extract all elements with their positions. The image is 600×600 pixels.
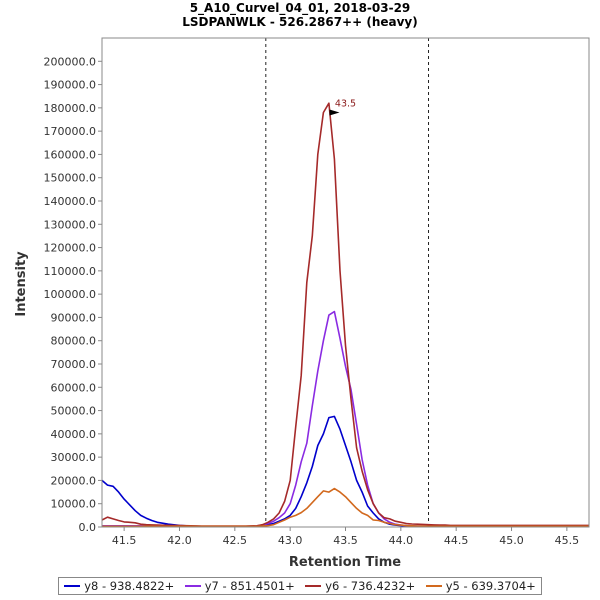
y-tick-label: 180000.0: [44, 102, 97, 115]
x-tick-label: 45.0: [499, 534, 524, 547]
chart-title-line2: LSDPANWLK - 526.2867++ (heavy): [182, 15, 417, 29]
y-tick-label: 150000.0: [44, 172, 97, 185]
y-tick-label: 70000.0: [51, 358, 97, 371]
legend-label: y7 - 851.4501+: [204, 579, 295, 593]
x-tick-label: 45.5: [555, 534, 580, 547]
y-tick-label: 40000.0: [51, 428, 97, 441]
series-line-3: [101, 102, 589, 527]
peak-label: 43.5: [335, 99, 356, 110]
legend-swatch: [64, 585, 81, 587]
y-tick-label: 120000.0: [44, 242, 97, 255]
y-tick-label: 110000.0: [44, 265, 97, 278]
x-tick-label: 43.0: [278, 534, 303, 547]
legend-item-2: y7 - 851.4501+: [184, 579, 295, 593]
peak-marker-icon: [329, 109, 340, 116]
legend-item-4: y5 - 639.3704+: [425, 579, 536, 593]
y-tick-label: 30000.0: [51, 451, 97, 464]
y-tick-label: 160000.0: [44, 148, 97, 161]
chart-title-line1: 5_A10_Curvel_04_01, 2018-03-29: [190, 1, 411, 16]
legend-swatch: [425, 585, 442, 587]
y-tick-label: 50000.0: [51, 405, 97, 418]
series-line-1: [101, 415, 589, 528]
y-tick-label: 0.0: [79, 521, 97, 534]
x-tick-label: 44.0: [389, 534, 414, 547]
y-tick-label: 20000.0: [51, 474, 97, 487]
x-axis-label: Retention Time: [289, 555, 401, 570]
x-tick-label: 44.5: [444, 534, 469, 547]
plot-area: [101, 37, 590, 528]
y-tick-label: 10000.0: [51, 498, 97, 511]
legend-item-3: y6 - 736.4232+: [305, 579, 415, 593]
legend-swatch: [184, 585, 201, 587]
y-tick-label: 90000.0: [51, 311, 97, 324]
x-tick-label: 42.0: [167, 534, 192, 547]
y-tick-label: 100000.0: [44, 288, 97, 301]
y-tick-label: 60000.0: [51, 381, 97, 394]
y-tick-label: 200000.0: [44, 55, 97, 68]
legend-item-1: y8 - 938.4822+: [64, 579, 174, 593]
x-tick-label: 41.5: [112, 534, 137, 547]
x-tick-label: 43.5: [333, 534, 358, 547]
y-axis-label: Intensity: [14, 251, 29, 317]
y-tick-label: 130000.0: [44, 218, 97, 231]
y-tick-label: 140000.0: [44, 195, 97, 208]
legend-label: y5 - 639.3704+: [445, 579, 536, 593]
y-tick-label: 170000.0: [44, 125, 97, 138]
series-line-4: [102, 487, 589, 528]
x-tick-label: 42.5: [223, 534, 248, 547]
y-tick-label: 80000.0: [51, 335, 97, 348]
legend-label: y6 - 736.4232+: [325, 579, 416, 593]
legend: y8 - 938.4822+ y7 - 851.4501+ y6 - 736.423…: [58, 577, 542, 595]
legend-label: y8 - 938.4822+: [84, 579, 175, 593]
legend-swatch: [305, 585, 322, 587]
y-tick-label: 190000.0: [44, 79, 97, 92]
